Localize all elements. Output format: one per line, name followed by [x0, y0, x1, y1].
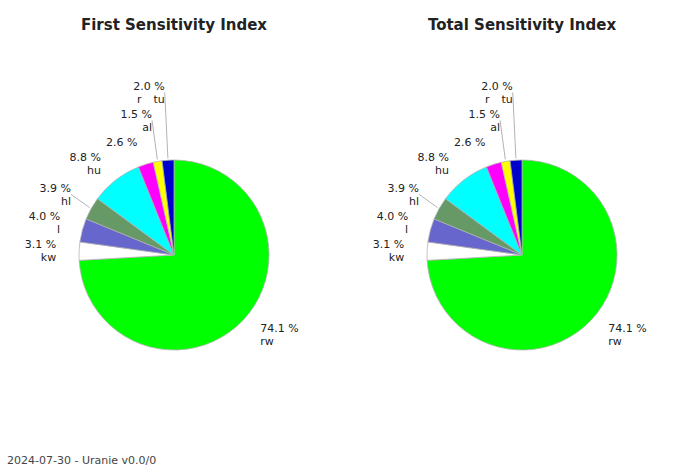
value-label: 1.5 %	[469, 108, 500, 121]
value-label: 2.0 %	[481, 80, 512, 93]
pie-wedge	[510, 160, 522, 255]
category-label: al	[490, 121, 500, 134]
value-label: 4.0 %	[29, 210, 60, 223]
data-labels: 74.1 %rw3.1 %kw4.0 %l3.9 %hl8.8 %hu2.6 %…	[25, 80, 299, 348]
category-label: r	[137, 93, 142, 106]
leader-line	[513, 92, 516, 158]
value-label: 4.0 %	[377, 210, 408, 223]
pie-wedge	[79, 160, 269, 350]
value-label: 3.1 %	[25, 238, 56, 251]
value-label: 1.5 %	[121, 108, 152, 121]
value-label: 3.1 %	[373, 238, 404, 251]
leader-line	[500, 120, 505, 159]
value-label: 8.8 %	[418, 151, 449, 164]
data-label: 3.9 %hl	[388, 182, 419, 208]
background	[0, 0, 696, 472]
category-label: kw	[389, 251, 404, 264]
data-label: 74.1 %rw	[608, 322, 646, 348]
pie-panel: Total Sensitivity Index74.1 %rw3.1 %kw4.…	[373, 16, 647, 350]
pie-wedge	[153, 161, 174, 255]
annotation: tu	[153, 93, 164, 106]
data-label: 2.6 %	[106, 136, 137, 149]
data-label: 2.6 %	[454, 136, 485, 149]
category-label: hu	[87, 164, 101, 177]
data-label: 1.5 %al	[121, 108, 152, 134]
data-label: 4.0 %l	[377, 210, 408, 236]
category-label: hu	[435, 164, 449, 177]
category-label: hl	[61, 195, 71, 208]
wedges	[427, 160, 617, 350]
value-label: 74.1 %	[260, 322, 298, 335]
value-label: 2.6 %	[106, 136, 137, 149]
category-label: kw	[41, 251, 56, 264]
pie-panel: First Sensitivity Index74.1 %rw3.1 %kw4.…	[25, 16, 299, 350]
pie-wedge	[427, 160, 617, 350]
category-label: r	[485, 93, 490, 106]
value-label: 2.6 %	[454, 136, 485, 149]
data-label: 8.8 %hu	[70, 151, 101, 177]
footer: 2024-07-30 - Uranie v0.0/0	[7, 454, 156, 467]
data-label: 4.0 %l	[29, 210, 60, 236]
category-label: l	[57, 223, 60, 236]
category-label: l	[405, 223, 408, 236]
annotation: tu	[501, 93, 512, 106]
category-label: al	[142, 121, 152, 134]
data-label: 3.9 %hl	[40, 182, 71, 208]
wedges	[79, 160, 269, 350]
leader-line	[71, 194, 90, 207]
data-label: 3.1 %kw	[373, 238, 404, 264]
chart-root: First Sensitivity Index74.1 %rw3.1 %kw4.…	[0, 0, 696, 472]
value-label: 3.9 %	[40, 182, 71, 195]
data-label: 74.1 %rw	[260, 322, 298, 348]
data-label: 1.5 %al	[469, 108, 500, 134]
value-label: 8.8 %	[70, 151, 101, 164]
data-label: 8.8 %hu	[418, 151, 449, 177]
data-label: 3.1 %kw	[25, 238, 56, 264]
value-label: 3.9 %	[388, 182, 419, 195]
pie-wedge	[501, 161, 522, 255]
pie-wedge	[162, 160, 174, 255]
value-label: 2.0 %	[133, 80, 164, 93]
data-label: 2.0 %rtu	[481, 80, 512, 106]
chart-title: First Sensitivity Index	[81, 16, 267, 34]
leader-line	[165, 92, 168, 158]
data-labels: 74.1 %rw3.1 %kw4.0 %l3.9 %hl8.8 %hu2.6 %…	[373, 80, 647, 348]
data-label: 2.0 %rtu	[133, 80, 164, 106]
value-label: 74.1 %	[608, 322, 646, 335]
category-label: rw	[608, 335, 622, 348]
category-label: hl	[409, 195, 419, 208]
category-label: rw	[260, 335, 274, 348]
leader-line	[419, 194, 438, 207]
chart-title: Total Sensitivity Index	[428, 16, 616, 34]
leader-line	[152, 120, 157, 159]
